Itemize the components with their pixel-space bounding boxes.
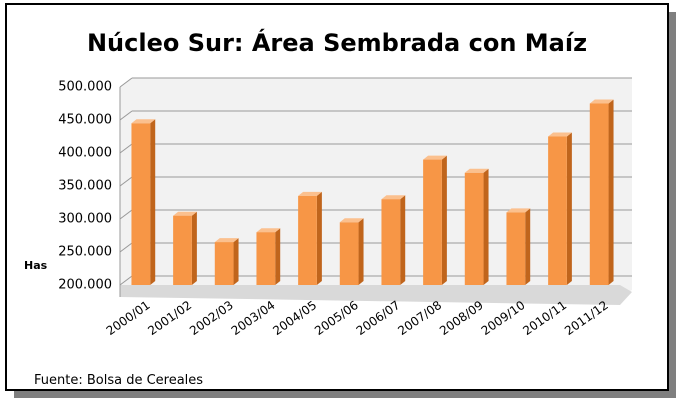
- chart-title: Núcleo Sur: Área Sembrada con Maíz: [87, 28, 587, 57]
- bar-side: [150, 119, 156, 285]
- bar-side: [233, 238, 239, 285]
- y-tick-label: 250.000: [58, 245, 112, 260]
- bar-top: [131, 119, 156, 124]
- y-tick-label: 350.000: [58, 179, 112, 194]
- bar: [381, 199, 401, 285]
- grid-line: [119, 209, 133, 220]
- floor: [120, 285, 632, 305]
- bar-top: [298, 191, 322, 196]
- bar-side: [441, 155, 447, 285]
- bar: [423, 159, 442, 285]
- back-wall: [120, 78, 632, 297]
- bar-top: [506, 208, 531, 213]
- bar-side: [400, 195, 406, 285]
- y-tick-label: 500.000: [58, 80, 112, 95]
- bar-top: [256, 228, 281, 233]
- bar-top: [173, 211, 197, 216]
- y-tick-label: 400.000: [58, 146, 112, 161]
- grid-line: [119, 143, 133, 154]
- bar-side: [316, 191, 322, 285]
- bar-top: [381, 195, 406, 200]
- bar-side: [191, 211, 197, 285]
- bar-side: [275, 228, 281, 285]
- grid-line: [119, 242, 133, 253]
- bar: [589, 103, 609, 285]
- bar-side: [483, 168, 489, 285]
- y-axis-label: Has: [24, 259, 48, 272]
- bar-top: [339, 218, 364, 223]
- y-tick-label: 300.000: [58, 212, 112, 227]
- bar-top: [214, 238, 239, 243]
- bar-side: [358, 218, 364, 285]
- bar-side: [525, 208, 531, 285]
- bar: [298, 195, 317, 285]
- grid-line: [119, 176, 133, 187]
- bar: [339, 222, 359, 285]
- source-note: Fuente: Bolsa de Cereales: [34, 373, 203, 388]
- bar: [506, 212, 526, 285]
- grid-line: [119, 77, 133, 88]
- grid-line: [119, 110, 133, 121]
- grid-line: [119, 275, 133, 286]
- bar-top: [464, 168, 489, 173]
- bar: [256, 232, 276, 285]
- y-tick-label: 200.000: [58, 278, 112, 293]
- bar: [214, 242, 234, 285]
- bar: [131, 123, 151, 285]
- y-tick-label: 450.000: [58, 113, 112, 128]
- bar-top: [423, 155, 447, 160]
- bar: [173, 215, 192, 285]
- bar: [548, 136, 567, 285]
- bar-top: [548, 132, 572, 137]
- bar-side: [566, 132, 572, 285]
- bar-side: [608, 99, 614, 285]
- bar-top: [589, 99, 614, 104]
- bar: [464, 172, 484, 285]
